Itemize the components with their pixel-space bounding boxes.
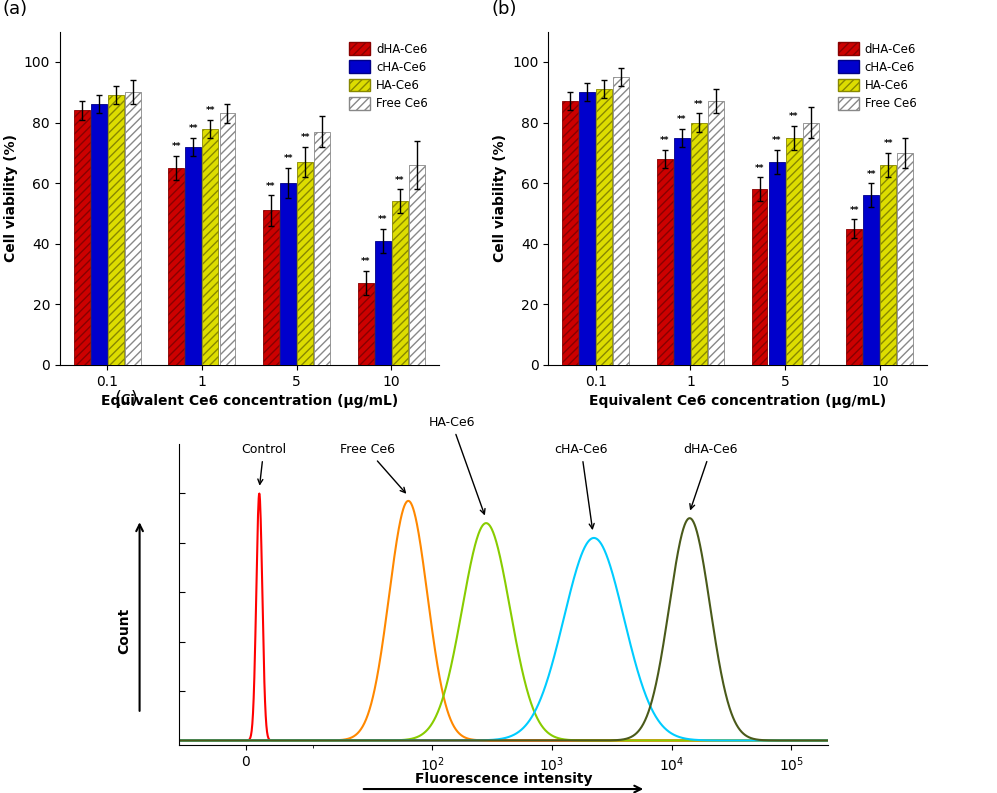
Y-axis label: Cell viability (%): Cell viability (%): [4, 134, 18, 262]
Bar: [880, 165, 896, 365]
Bar: [392, 201, 408, 365]
Bar: [108, 95, 124, 365]
Text: **: **: [694, 100, 704, 109]
Text: **: **: [395, 175, 405, 185]
Text: Count: Count: [118, 607, 132, 654]
Text: cHA-Ce6: cHA-Ce6: [554, 443, 608, 529]
Legend: dHA-Ce6, cHA-Ce6, HA-Ce6, Free Ce6: dHA-Ce6, cHA-Ce6, HA-Ce6, Free Ce6: [344, 37, 433, 115]
Bar: [280, 183, 296, 365]
Bar: [596, 90, 612, 365]
Y-axis label: Cell viability (%): Cell viability (%): [493, 134, 506, 262]
Bar: [897, 153, 913, 365]
Text: Fluorescence intensity: Fluorescence intensity: [415, 772, 592, 786]
Bar: [358, 283, 374, 365]
Text: HA-Ce6: HA-Ce6: [429, 416, 485, 514]
Text: **: **: [789, 112, 799, 121]
Text: **: **: [361, 258, 371, 266]
Bar: [803, 123, 819, 365]
Text: **: **: [171, 142, 181, 151]
Bar: [752, 190, 768, 365]
Bar: [863, 195, 879, 365]
Text: **: **: [300, 133, 310, 142]
Bar: [74, 110, 90, 365]
Text: (b): (b): [492, 1, 517, 18]
Text: **: **: [677, 115, 687, 124]
Bar: [263, 210, 279, 365]
Bar: [375, 240, 391, 365]
Bar: [579, 92, 595, 365]
Bar: [708, 102, 724, 365]
Text: **: **: [188, 125, 198, 133]
X-axis label: Equivalent Ce6 concentration (μg/mL): Equivalent Ce6 concentration (μg/mL): [101, 394, 398, 408]
Text: **: **: [266, 182, 276, 190]
Text: (a): (a): [3, 1, 28, 18]
Bar: [185, 147, 201, 365]
Bar: [91, 105, 107, 365]
Bar: [409, 165, 425, 365]
Text: **: **: [283, 155, 293, 163]
Bar: [562, 102, 578, 365]
Bar: [168, 168, 184, 365]
Bar: [846, 228, 862, 365]
Text: **: **: [883, 140, 893, 148]
Text: dHA-Ce6: dHA-Ce6: [684, 443, 738, 509]
Legend: dHA-Ce6, cHA-Ce6, HA-Ce6, Free Ce6: dHA-Ce6, cHA-Ce6, HA-Ce6, Free Ce6: [832, 37, 921, 115]
Bar: [786, 138, 802, 365]
Bar: [769, 162, 785, 365]
X-axis label: Equivalent Ce6 concentration (μg/mL): Equivalent Ce6 concentration (μg/mL): [589, 394, 886, 408]
Text: **: **: [866, 170, 876, 178]
Bar: [691, 123, 707, 365]
Text: Free Ce6: Free Ce6: [340, 443, 406, 492]
Bar: [125, 92, 141, 365]
Bar: [202, 128, 218, 365]
Bar: [657, 159, 673, 365]
Bar: [314, 132, 330, 365]
Bar: [674, 138, 690, 365]
Text: **: **: [772, 136, 782, 145]
Text: **: **: [378, 215, 388, 224]
Bar: [219, 113, 235, 365]
Text: **: **: [849, 206, 859, 215]
Text: **: **: [755, 163, 765, 173]
Text: **: **: [205, 106, 215, 115]
Bar: [613, 77, 629, 365]
Bar: [297, 162, 313, 365]
Text: (c): (c): [115, 390, 139, 408]
Text: Control: Control: [241, 443, 286, 485]
Text: **: **: [660, 136, 670, 145]
